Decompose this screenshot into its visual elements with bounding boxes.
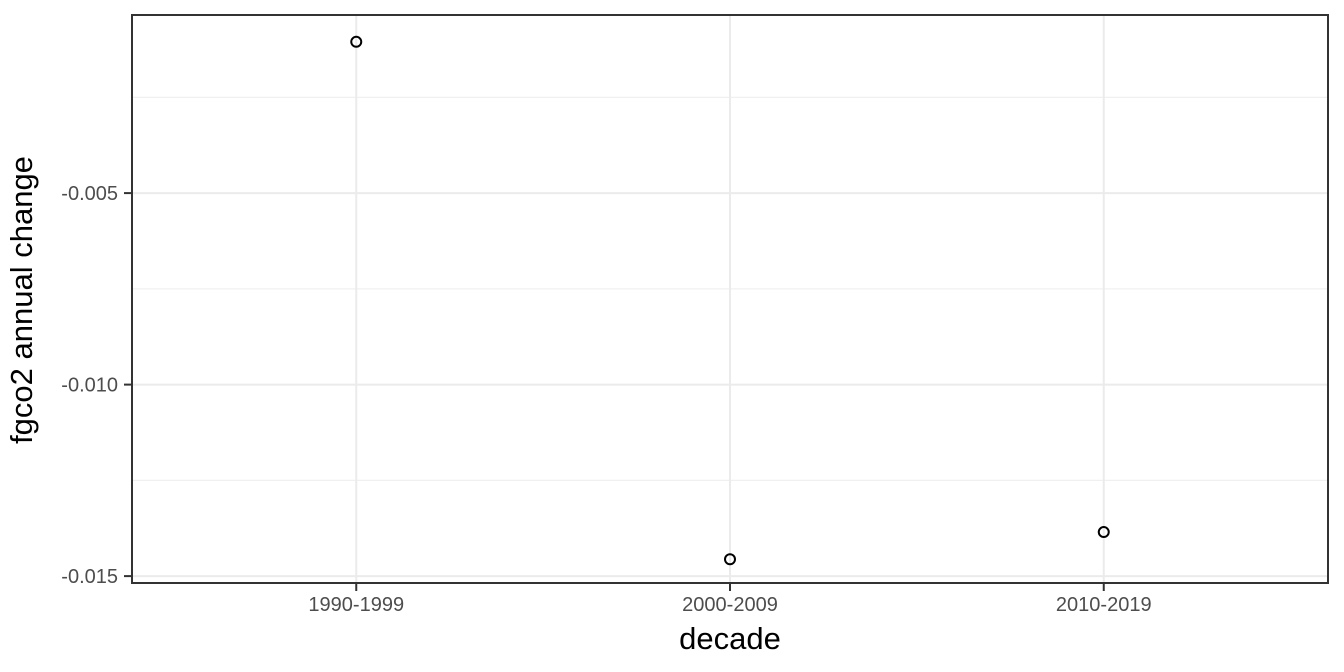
x-tick-label: 1990-1999 [308, 594, 404, 616]
x-tick-label: 2000-2009 [682, 594, 778, 616]
x-axis-title: decade [679, 621, 781, 656]
data-point [724, 553, 736, 566]
x-tick-label: 2010-2019 [1056, 594, 1152, 616]
data-point [1097, 526, 1110, 539]
data-point [350, 35, 363, 48]
y-tick-label: -0.010 [61, 375, 118, 397]
y-axis-title: fgco2 annual change [3, 156, 39, 444]
y-tick-label: -0.005 [61, 183, 118, 205]
y-tick-label: -0.015 [61, 566, 118, 588]
